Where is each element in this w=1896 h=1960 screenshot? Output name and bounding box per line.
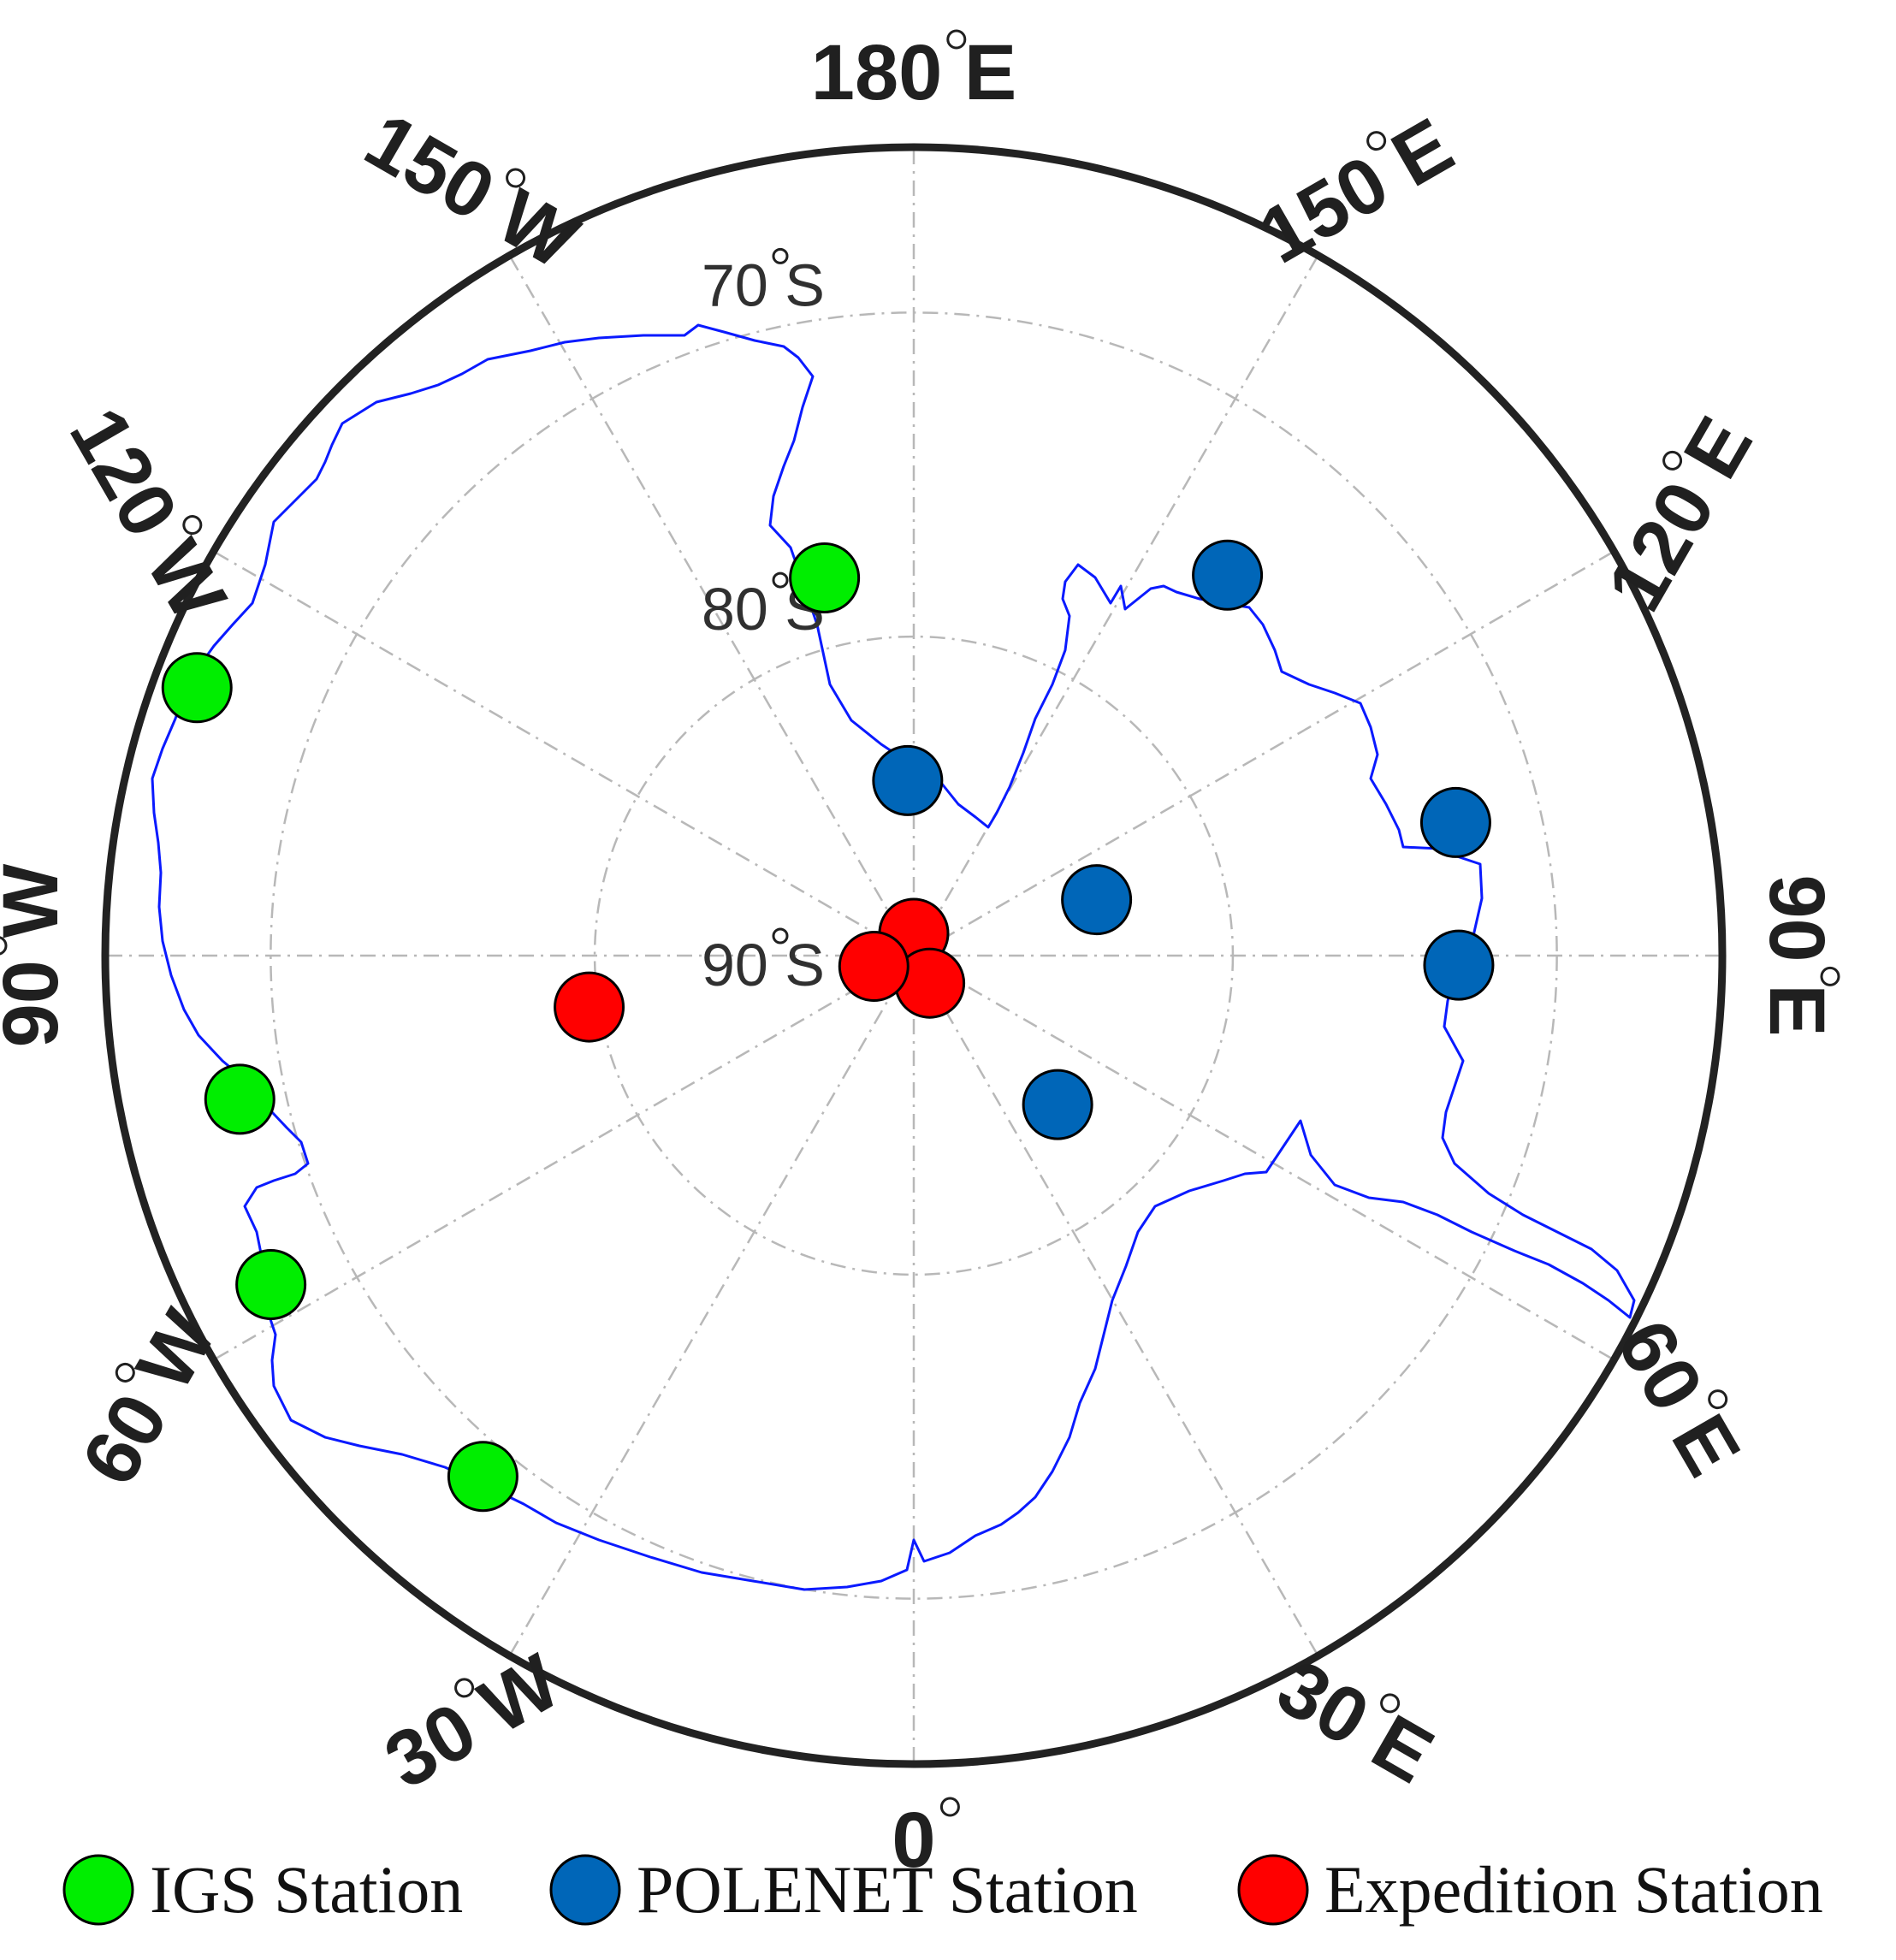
longitude-label-10: 120 E <box>1591 403 1769 625</box>
expedition-station-marker-2 <box>838 931 909 1003</box>
igs-station-marker-1 <box>161 652 233 724</box>
degree-symbol <box>1708 1389 1728 1410</box>
longitude-label-text: 30 W <box>371 1638 574 1806</box>
degree-symbol <box>772 247 789 264</box>
legend-label-igs: IGS Station <box>150 1852 463 1927</box>
degree-symbol <box>946 29 967 50</box>
longitude-label-1: 150 W <box>351 97 591 286</box>
degree-symbol <box>772 571 789 589</box>
longitude-label-text: 60 W <box>65 1296 233 1499</box>
longitude-label-text: 120 E <box>1591 403 1769 625</box>
legend: IGS Station POLENET Station Expedition S… <box>62 1852 1823 1927</box>
meridian-line-120 <box>212 550 915 957</box>
longitude-label-4: 60 W <box>65 1296 233 1499</box>
meridian-line-210 <box>912 254 1319 956</box>
latitude-labels: 70 S80 S90 S <box>702 247 825 998</box>
legend-marker-igs <box>62 1854 134 1926</box>
legend-item-igs[interactable]: IGS Station <box>62 1852 463 1927</box>
graticule <box>105 147 1722 1764</box>
igs-station-marker-3 <box>235 1248 307 1320</box>
antarctica-coastline <box>151 323 1636 1591</box>
latitude-label-70: 70 S <box>702 252 825 318</box>
longitude-label-5: 30 W <box>371 1638 574 1806</box>
igs-station-marker-4 <box>447 1441 518 1513</box>
longitude-label-9: 90 E <box>1753 874 1840 1036</box>
legend-marker-polenet <box>549 1854 621 1926</box>
meridian-line-330 <box>912 955 1319 1657</box>
igs-station-marker-2 <box>204 1063 276 1135</box>
expedition-station-marker-3 <box>554 971 625 1043</box>
longitude-label-text: 150 W <box>351 97 591 286</box>
degree-symbol <box>506 168 526 188</box>
longitude-label-text: 180 E <box>811 29 1016 116</box>
igs-station-marker-0 <box>789 542 861 614</box>
legend-label-expedition: Expedition Station <box>1324 1852 1823 1927</box>
legend-label-polenet: POLENET Station <box>637 1852 1138 1927</box>
longitude-label-6: 0 <box>892 1797 960 1884</box>
legend-marker-expedition <box>1237 1854 1309 1926</box>
longitude-label-8: 60 E <box>1600 1306 1757 1490</box>
longitude-label-2: 120 W <box>53 394 242 634</box>
degree-symbol <box>772 927 789 944</box>
longitude-label-text: 90 W <box>0 863 74 1047</box>
degree-symbol <box>1662 450 1683 471</box>
longitude-label-text: 0 <box>892 1797 935 1884</box>
polenet-station-marker-5 <box>1022 1069 1093 1140</box>
degree-symbol <box>1820 966 1840 986</box>
meridian-line-150 <box>508 254 915 956</box>
longitude-label-text: 150 E <box>1245 102 1466 281</box>
degree-symbol <box>182 515 203 536</box>
polenet-station-marker-4 <box>1061 864 1133 936</box>
polenet-station-marker-3 <box>1423 929 1495 1001</box>
degree-symbol <box>939 1797 960 1817</box>
polenet-station-marker-1 <box>1192 539 1264 611</box>
degree-symbol <box>1366 131 1387 151</box>
polenet-station-marker-2 <box>1419 786 1491 858</box>
longitude-label-text: 90 E <box>1753 874 1840 1036</box>
meridian-line-240 <box>913 550 1615 957</box>
stations <box>161 539 1495 1513</box>
latitude-label-90: 90 S <box>702 932 825 998</box>
meridian-line-300 <box>913 954 1615 1361</box>
polenet-station-marker-0 <box>872 744 944 816</box>
longitude-label-text: 60 E <box>1600 1306 1757 1490</box>
degree-symbol <box>0 935 8 956</box>
longitude-label-0: 180 E <box>811 29 1016 116</box>
legend-item-expedition[interactable]: Expedition Station <box>1237 1852 1823 1927</box>
map-boundary-circle <box>101 143 1727 1768</box>
legend-item-polenet[interactable]: POLENET Station <box>549 1852 1138 1927</box>
meridian-line-60 <box>212 954 915 1361</box>
longitude-label-3: 90 W <box>0 863 74 1047</box>
degree-symbol <box>1380 1693 1401 1714</box>
meridian-line-30 <box>508 955 915 1657</box>
longitude-label-text: 120 W <box>53 394 242 634</box>
degree-symbol <box>454 1678 475 1698</box>
longitude-label-11: 150 E <box>1245 102 1466 281</box>
degree-symbol <box>115 1362 135 1383</box>
